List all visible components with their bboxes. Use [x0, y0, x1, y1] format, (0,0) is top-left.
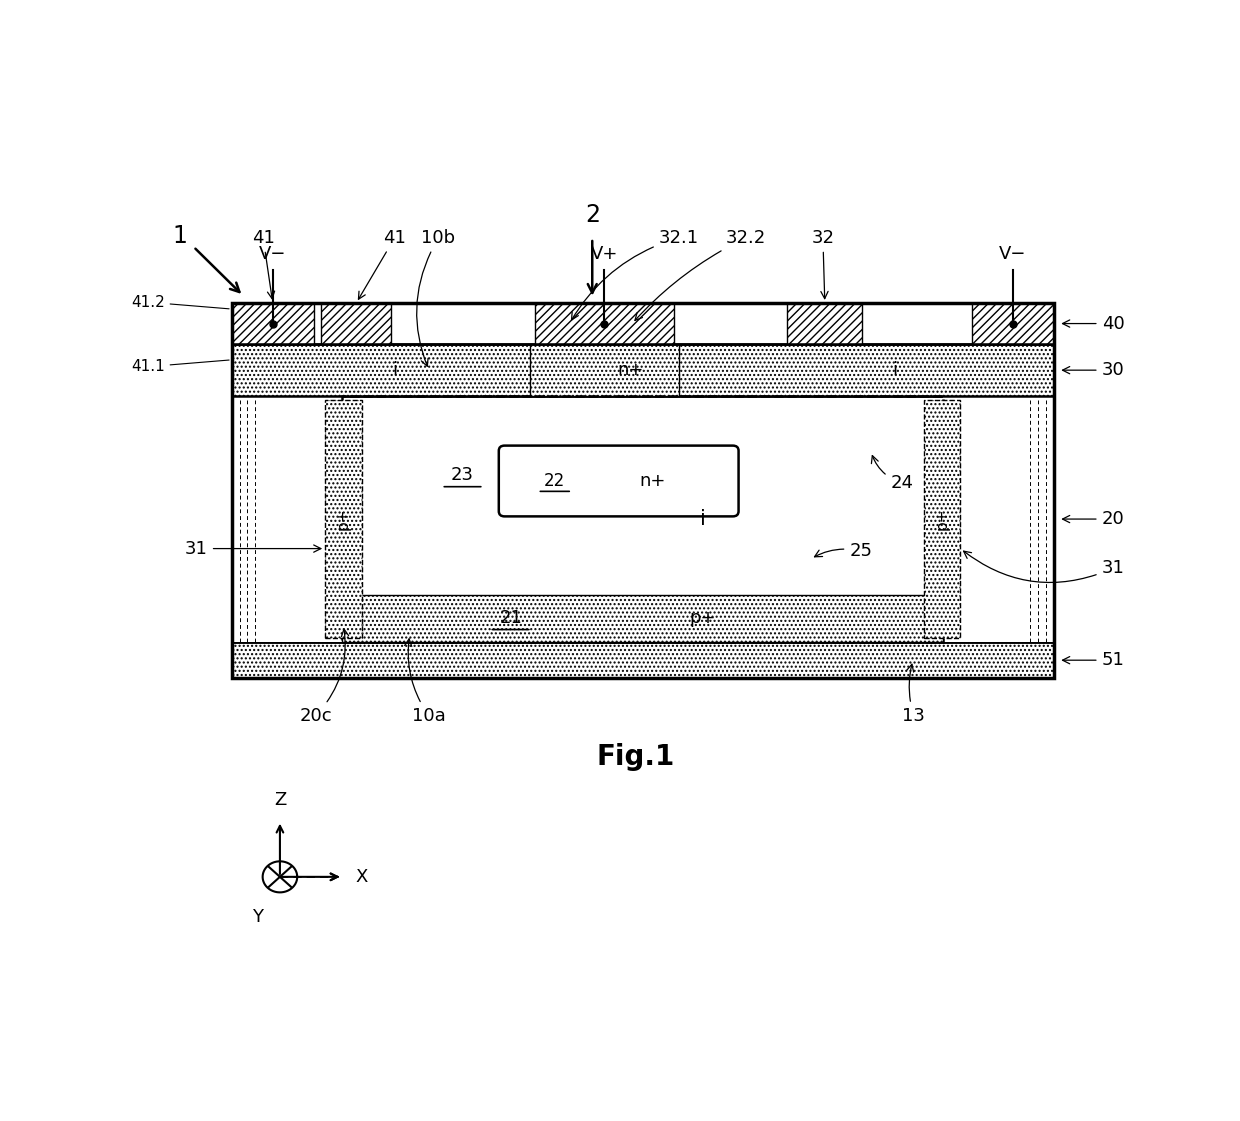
Bar: [232, 396, 342, 642]
Text: X: X: [356, 868, 368, 886]
Bar: [321, 303, 392, 344]
Text: 10b: 10b: [417, 229, 455, 367]
Text: 22: 22: [544, 472, 565, 490]
Text: 23: 23: [451, 466, 474, 484]
Text: 10a: 10a: [404, 639, 445, 725]
Text: 24: 24: [872, 455, 913, 492]
Text: i: i: [393, 361, 398, 379]
FancyBboxPatch shape: [498, 446, 739, 517]
Text: 40: 40: [1063, 315, 1125, 333]
Bar: [342, 396, 942, 642]
Text: 32.2: 32.2: [635, 229, 766, 321]
Bar: [944, 396, 1054, 642]
Bar: [529, 344, 678, 396]
Bar: [325, 400, 362, 638]
Text: 30: 30: [1063, 361, 1125, 379]
Text: 20: 20: [1063, 510, 1125, 528]
Text: p+: p+: [689, 610, 715, 628]
Bar: [232, 303, 1054, 344]
Text: n+: n+: [618, 361, 644, 379]
Text: Fig.1: Fig.1: [596, 743, 675, 771]
Text: i: i: [893, 361, 898, 379]
Bar: [972, 303, 1054, 344]
Bar: [924, 400, 960, 638]
Text: Z: Z: [274, 790, 286, 808]
Text: p+: p+: [336, 508, 351, 530]
Text: Y: Y: [252, 908, 263, 926]
Text: 32: 32: [811, 229, 835, 298]
Bar: [342, 594, 942, 642]
Bar: [787, 303, 862, 344]
Text: 41: 41: [252, 229, 274, 298]
Text: V−: V−: [259, 245, 286, 263]
Text: 20c: 20c: [299, 629, 348, 725]
Bar: [232, 303, 1054, 344]
Text: p+: p+: [935, 508, 950, 530]
Text: 2: 2: [585, 203, 600, 226]
Text: V−: V−: [999, 245, 1027, 263]
Text: i: i: [699, 509, 706, 529]
Bar: [534, 303, 675, 344]
Bar: [232, 642, 1054, 678]
Text: 51: 51: [1063, 651, 1125, 669]
Text: 31: 31: [963, 552, 1125, 583]
Text: V+: V+: [590, 245, 618, 263]
Text: 41: 41: [358, 229, 407, 299]
Text: 41.1: 41.1: [131, 359, 229, 374]
Text: 13: 13: [903, 665, 925, 725]
Bar: [232, 396, 1054, 642]
Text: 41.2: 41.2: [131, 295, 229, 309]
Bar: [232, 303, 1054, 678]
Text: 25: 25: [815, 541, 872, 559]
Text: 32.1: 32.1: [572, 229, 699, 319]
Bar: [232, 303, 314, 344]
Text: n+: n+: [640, 472, 666, 490]
Bar: [232, 344, 1054, 396]
Text: 31: 31: [185, 539, 321, 557]
Text: 1: 1: [172, 223, 187, 248]
Text: 21: 21: [500, 610, 522, 628]
